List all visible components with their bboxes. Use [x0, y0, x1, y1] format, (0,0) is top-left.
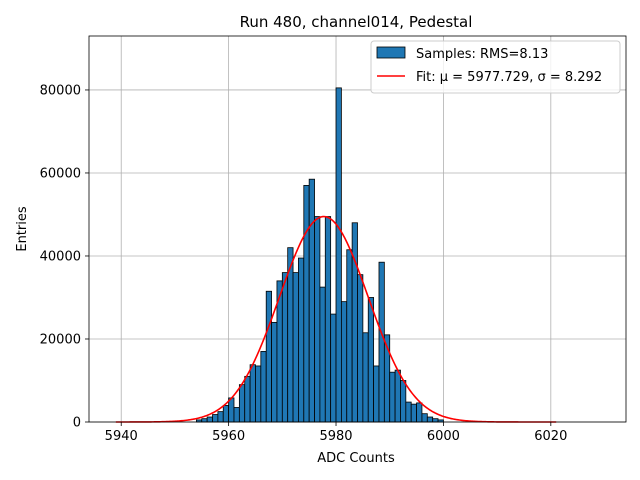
histogram-bar — [426, 416, 434, 423]
histogram-bar — [228, 397, 235, 423]
legend: Samples: RMS=8.13 Fit: μ = 5977.729, σ =… — [370, 40, 621, 94]
histogram-bar — [373, 365, 380, 423]
histogram-bar — [244, 375, 251, 423]
y-axis-ticks: 0 20000 40000 60000 80000 — [40, 83, 89, 431]
histogram-bar — [249, 364, 256, 423]
x-tick-label: 6000 — [427, 429, 460, 444]
histogram-bar — [206, 416, 213, 423]
histogram-bar — [212, 414, 219, 423]
histogram-bar — [319, 286, 326, 423]
histogram-bar — [238, 384, 246, 423]
x-tick-label: 5940 — [105, 429, 138, 444]
histogram-bar — [233, 407, 240, 423]
histogram-bar — [292, 272, 299, 423]
histogram-bar — [367, 297, 375, 423]
histogram-bar — [298, 257, 305, 423]
histogram-bar — [405, 401, 412, 423]
histogram-bar — [432, 418, 439, 423]
y-tick-label: 20000 — [40, 332, 81, 347]
histogram-bar — [416, 402, 423, 423]
x-axis-label: ADC Counts — [317, 451, 395, 466]
histogram-bar — [421, 413, 428, 423]
histogram-bar — [389, 371, 396, 423]
histogram-bar — [324, 216, 332, 423]
histogram-bar — [201, 418, 208, 423]
histogram-bars — [195, 87, 444, 423]
histogram-bar — [222, 404, 230, 423]
histogram-bar — [255, 365, 262, 423]
legend-fit-label: Fit: μ = 5977.729, σ = 8.292 — [416, 70, 602, 85]
y-axis-label: Entries — [15, 206, 30, 252]
histogram-bar — [400, 380, 407, 423]
histogram-bar — [394, 369, 401, 423]
x-tick-label: 5960 — [212, 429, 245, 444]
x-tick-label: 5980 — [319, 429, 352, 444]
histogram-bar — [314, 216, 321, 423]
histogram-bar — [308, 178, 315, 423]
histogram-bar — [271, 321, 278, 423]
histogram-bar — [378, 261, 385, 423]
histogram-bar — [260, 351, 267, 423]
histogram-bar — [281, 272, 289, 423]
y-tick-label: 60000 — [40, 166, 81, 181]
plot-area-frame — [88, 35, 627, 423]
histogram-bar — [357, 274, 364, 423]
histogram-bar — [303, 185, 310, 423]
legend-frame — [370, 40, 621, 94]
y-tick-label: 80000 — [40, 83, 81, 98]
y-tick-label: 0 — [73, 416, 81, 431]
histogram-bar — [265, 290, 272, 423]
histogram-bar — [340, 301, 348, 423]
histogram-bar — [217, 411, 224, 423]
histogram-bar — [346, 249, 353, 423]
chart-title: Run 480, channel014, Pedestal — [240, 13, 473, 31]
y-tick-label: 40000 — [40, 249, 81, 264]
legend-bars-label: Samples: RMS=8.13 — [416, 47, 548, 62]
x-axis-ticks: 5940 5960 5980 6000 6020 — [105, 422, 567, 444]
histogram-bar — [330, 313, 337, 423]
histogram-bar — [410, 403, 417, 423]
histogram-bar — [335, 87, 342, 423]
histogram-bar — [362, 332, 369, 423]
legend-bars-swatch — [376, 46, 406, 59]
x-tick-label: 6020 — [534, 429, 567, 444]
histogram-bar — [351, 222, 358, 423]
